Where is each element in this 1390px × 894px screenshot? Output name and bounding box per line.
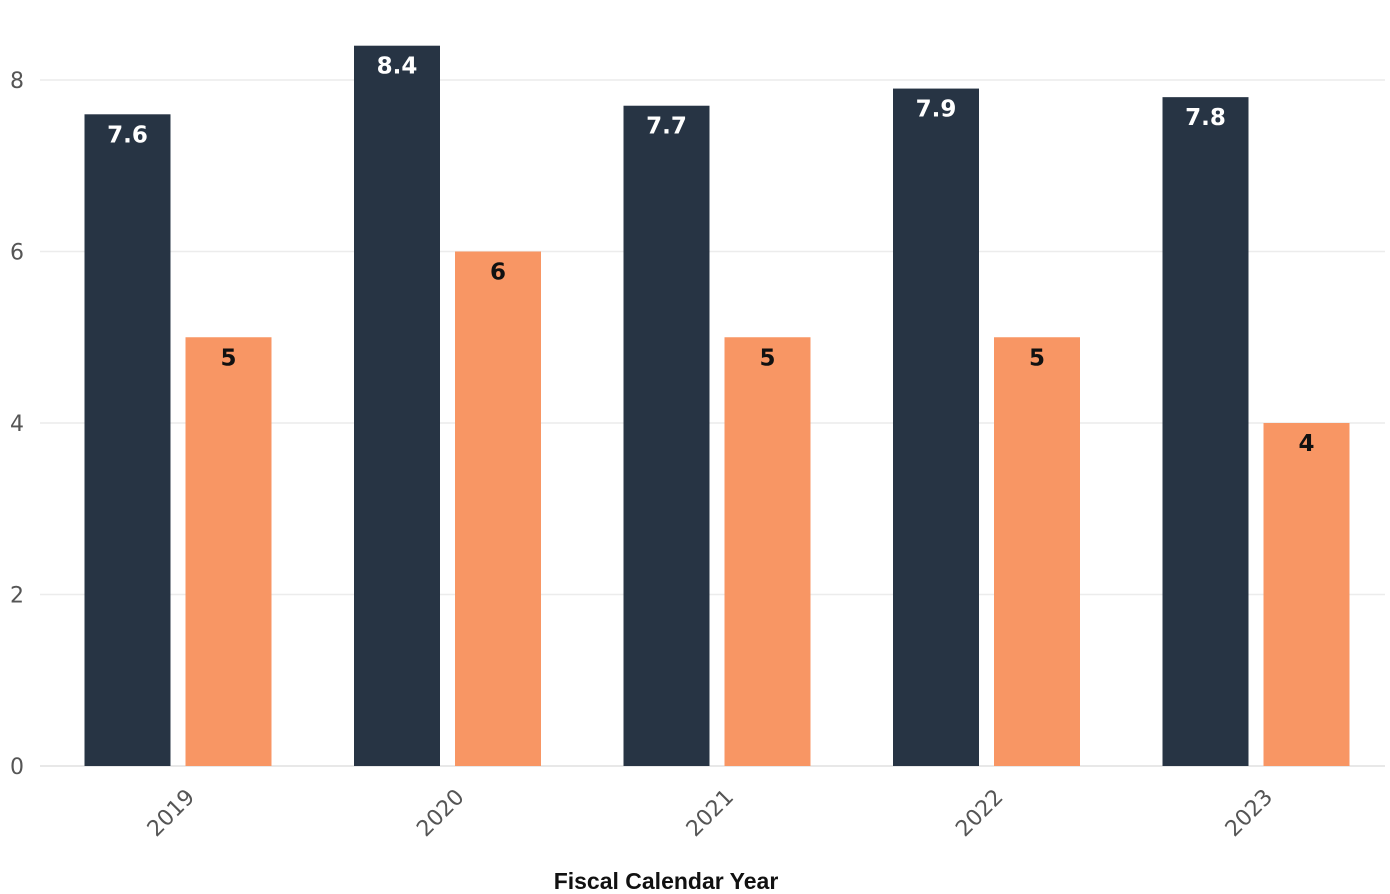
bar	[623, 105, 710, 767]
x-axis-ticks: 2019 2020 2021 2022 2023	[143, 785, 1278, 842]
x-tick-label: 2020	[412, 785, 469, 842]
y-tick-label: 6	[10, 241, 24, 266]
y-tick-label: 4	[10, 412, 24, 437]
y-tick-label: 8	[10, 69, 24, 94]
bar-value-label: 5	[220, 345, 236, 371]
bar-value-label: 4	[1298, 431, 1314, 457]
bar-value-label: 7.7	[646, 114, 687, 140]
bar	[455, 251, 541, 766]
bar-value-label: 6	[490, 260, 506, 286]
x-tick-label: 2022	[951, 785, 1008, 842]
y-axis-ticks: 0 2 4 6 8	[10, 69, 24, 780]
bar-value-label: 7.9	[916, 97, 957, 123]
bar	[84, 114, 171, 767]
bar	[354, 45, 440, 766]
x-tick-label: 2021	[682, 785, 739, 842]
bar	[893, 88, 979, 766]
bar	[994, 337, 1080, 766]
x-axis-title: Fiscal Calendar Year	[554, 868, 779, 894]
bar	[1263, 423, 1350, 766]
bar-value-label: 8.4	[377, 54, 418, 80]
bar	[724, 337, 811, 766]
data-labels: 7.6 5 8.4 6 7.7 5 7.9 5 7.8 4	[107, 54, 1314, 457]
y-tick-label: 2	[10, 584, 24, 609]
bar-value-label: 7.6	[107, 122, 148, 148]
bar-value-label: 5	[759, 345, 775, 371]
x-tick-label: 2019	[143, 785, 200, 842]
x-tick-label: 2023	[1221, 785, 1278, 842]
bar-value-label: 7.8	[1185, 105, 1226, 131]
bar	[185, 337, 272, 766]
bars	[84, 45, 1350, 767]
bar	[1162, 97, 1249, 766]
bar-value-label: 5	[1029, 345, 1045, 371]
y-tick-label: 0	[10, 755, 24, 780]
